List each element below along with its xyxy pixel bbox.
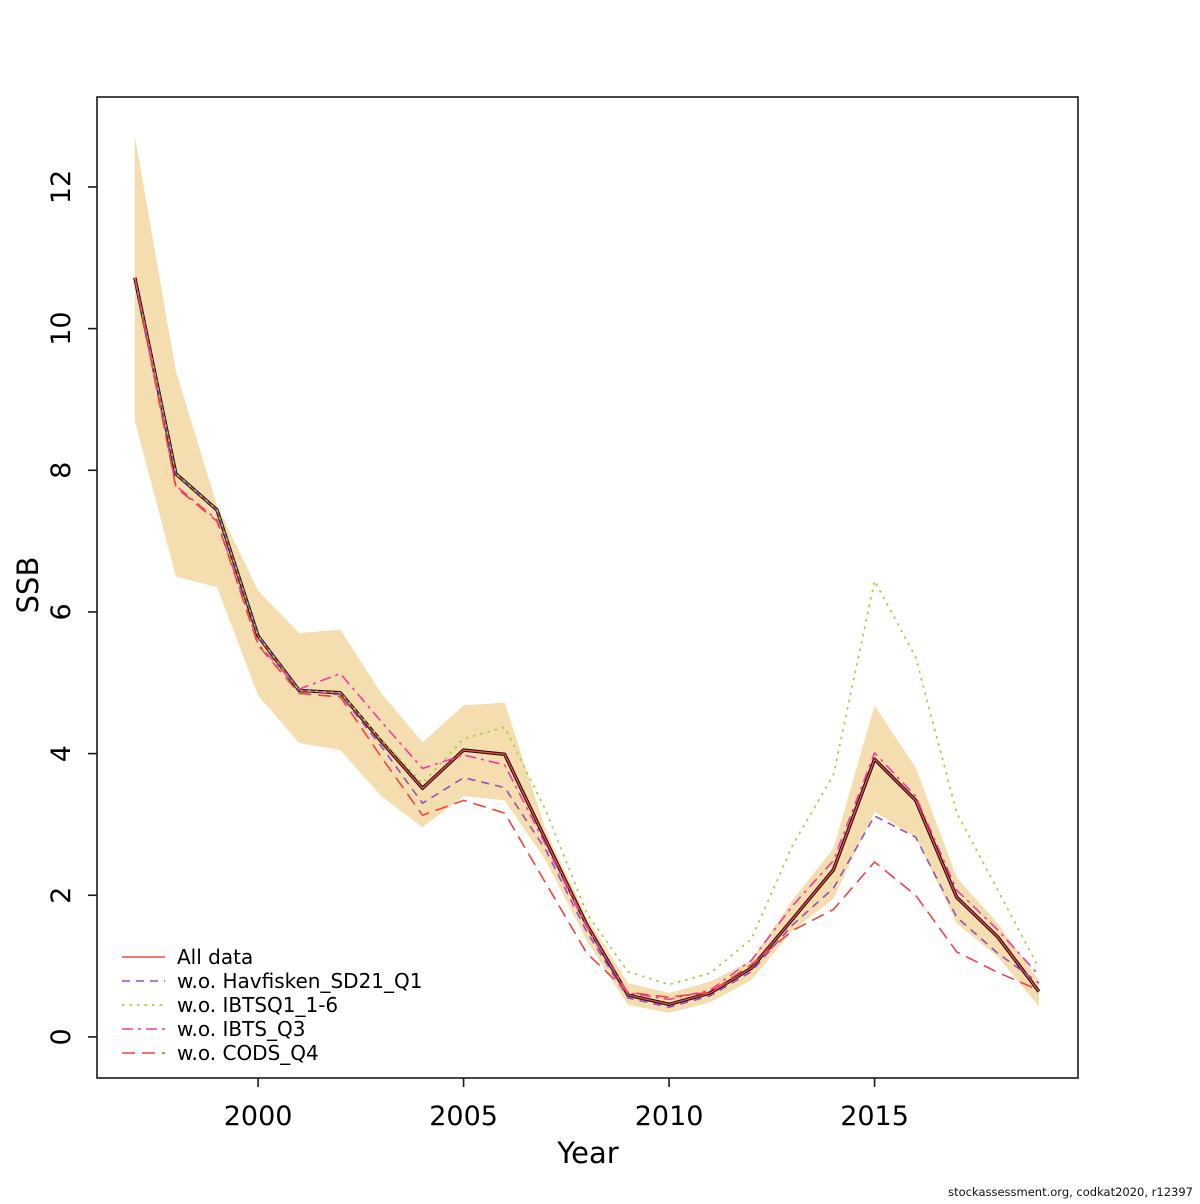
x-tick-label: 2000 xyxy=(224,1101,293,1132)
legend-item-havfisken: w.o. Havfisken_SD21_Q1 xyxy=(122,969,423,993)
y-tick-label: 10 xyxy=(46,311,77,345)
legend-label-cods-q4: w.o. CODS_Q4 xyxy=(177,1041,319,1065)
axis-ticks-layer: 2000 2005 2010 2015 0 2 4 6 8 10 12 xyxy=(46,170,909,1132)
y-axis-title: SSB xyxy=(11,557,45,614)
y-tick-label: 6 xyxy=(46,603,77,620)
confidence-band xyxy=(134,135,1039,1013)
legend-label-all-data: All data xyxy=(177,945,253,969)
y-tick-label: 4 xyxy=(46,745,77,762)
legend-item-ibts-q3: w.o. IBTS_Q3 xyxy=(122,1017,305,1041)
series-line-1 xyxy=(134,277,1040,1006)
legend-label-ibtsq1: w.o. IBTSQ1_1-6 xyxy=(177,993,338,1017)
confidence-band-layer xyxy=(134,135,1039,1013)
y-tick-label: 12 xyxy=(46,170,77,204)
caption: stockassessment.org, codkat2020, r12397 xyxy=(948,1185,1193,1199)
x-tick-label: 2010 xyxy=(635,1101,704,1132)
legend-item-all-data: All data xyxy=(122,945,253,969)
legend-item-ibtsq1: w.o. IBTSQ1_1-6 xyxy=(122,993,338,1017)
x-axis-title: Year xyxy=(556,1136,618,1170)
plot-border xyxy=(96,96,1079,1079)
legend-item-cods-q4: w.o. CODS_Q4 xyxy=(122,1041,319,1065)
y-tick-label: 2 xyxy=(46,887,77,904)
y-tick-label: 8 xyxy=(46,462,77,479)
legend-label-ibts-q3: w.o. IBTS_Q3 xyxy=(177,1017,305,1041)
series-line-4 xyxy=(134,277,1040,1001)
series-line-2 xyxy=(134,277,1040,1008)
x-tick-label: 2015 xyxy=(840,1101,909,1132)
legend-label-havfisken: w.o. Havfisken_SD21_Q1 xyxy=(177,969,423,993)
x-tick-label: 2005 xyxy=(429,1101,498,1132)
series-layer xyxy=(133,277,1041,1008)
series-line-5 xyxy=(134,277,1040,999)
y-tick-label: 0 xyxy=(46,1028,77,1045)
legend: All data w.o. Havfisken_SD21_Q1 w.o. IBT… xyxy=(122,945,423,1065)
